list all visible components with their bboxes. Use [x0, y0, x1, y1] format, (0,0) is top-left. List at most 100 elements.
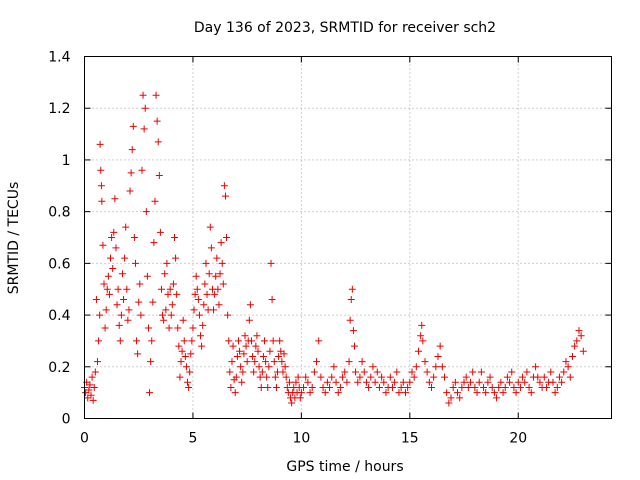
data-point — [534, 373, 542, 381]
data-point — [85, 386, 93, 394]
data-point — [334, 389, 342, 397]
data-point — [272, 383, 280, 391]
data-point — [239, 368, 247, 376]
data-point — [404, 383, 412, 391]
axes: 0 0.2 0.4 0.6 0.8 1 1.2 1.4 0 5 10 15 20 — [48, 50, 612, 447]
data-point — [154, 138, 162, 146]
x-tick-label: 5 — [188, 431, 197, 447]
data-point — [229, 342, 237, 350]
y-tick-label: 0.2 — [48, 360, 70, 376]
data-point — [495, 383, 503, 391]
data-point — [269, 337, 277, 345]
data-point — [263, 373, 271, 381]
data-point — [393, 368, 401, 376]
data-point — [427, 383, 435, 391]
data-point — [323, 378, 331, 386]
data-point — [380, 378, 388, 386]
x-tick-label: 20 — [509, 431, 527, 447]
data-point — [252, 342, 260, 350]
data-point — [165, 324, 173, 332]
data-point — [97, 166, 105, 174]
data-point — [167, 311, 175, 319]
data-point — [105, 290, 113, 298]
data-point — [497, 378, 505, 386]
data-point — [516, 383, 524, 391]
data-point — [153, 117, 161, 125]
data-point — [354, 378, 362, 386]
grid — [84, 56, 612, 419]
data-point — [418, 321, 426, 329]
data-point — [532, 363, 540, 371]
data-point — [300, 383, 308, 391]
data-point — [202, 259, 210, 267]
data-point — [186, 368, 194, 376]
data-point — [251, 358, 259, 366]
data-point — [180, 337, 188, 345]
data-point — [259, 352, 267, 360]
data-point — [536, 378, 544, 386]
data-point — [240, 350, 248, 358]
data-point — [508, 368, 516, 376]
data-point — [198, 342, 206, 350]
data-point — [477, 368, 485, 376]
y-axis-label: SRMTID / TECUs — [6, 182, 22, 295]
data-point — [210, 306, 218, 314]
data-point — [540, 373, 548, 381]
data-point — [164, 290, 172, 298]
data-point — [114, 285, 122, 293]
data-point — [558, 378, 566, 386]
data-point — [191, 290, 199, 298]
data-point — [185, 383, 193, 391]
data-point — [140, 125, 148, 133]
data-point — [217, 239, 225, 247]
x-tick-label: 15 — [401, 431, 419, 447]
data-point — [419, 337, 427, 345]
data-point — [146, 389, 154, 397]
data-point — [258, 368, 266, 376]
data-point — [510, 383, 518, 391]
data-point — [352, 368, 360, 376]
data-point — [447, 394, 455, 402]
data-point — [211, 290, 219, 298]
data-point — [326, 383, 334, 391]
data-point — [241, 332, 249, 340]
data-point — [206, 223, 214, 231]
data-point — [367, 373, 375, 381]
data-point — [97, 182, 105, 190]
data-point — [304, 378, 312, 386]
data-point — [332, 378, 340, 386]
data-point — [135, 298, 143, 306]
data-point — [306, 389, 314, 397]
data-point — [118, 270, 126, 278]
data-point — [94, 358, 102, 366]
data-point — [406, 378, 414, 386]
data-point — [553, 383, 561, 391]
x-tick-label: 0 — [80, 431, 89, 447]
data-point — [87, 391, 95, 399]
data-point — [168, 301, 176, 309]
data-point — [503, 373, 511, 381]
data-point — [101, 324, 109, 332]
data-point — [253, 332, 261, 340]
data-point — [358, 358, 366, 366]
data-point — [246, 301, 254, 309]
data-point — [152, 91, 160, 99]
data-point — [124, 316, 132, 324]
data-point — [343, 378, 351, 386]
data-point — [148, 337, 156, 345]
data-point — [542, 383, 550, 391]
data-point — [227, 383, 235, 391]
data-point — [308, 383, 316, 391]
data-point — [261, 337, 269, 345]
data-point — [579, 347, 587, 355]
data-point — [262, 358, 270, 366]
data-point — [86, 381, 94, 389]
data-point — [438, 363, 446, 371]
data-point — [92, 296, 100, 304]
data-point — [181, 352, 189, 360]
data-point — [432, 363, 440, 371]
data-point — [356, 373, 364, 381]
data-point — [280, 350, 288, 358]
chart-title: Day 136 of 2023, SRMTID for receiver sch… — [194, 20, 496, 36]
data-point — [194, 296, 202, 304]
